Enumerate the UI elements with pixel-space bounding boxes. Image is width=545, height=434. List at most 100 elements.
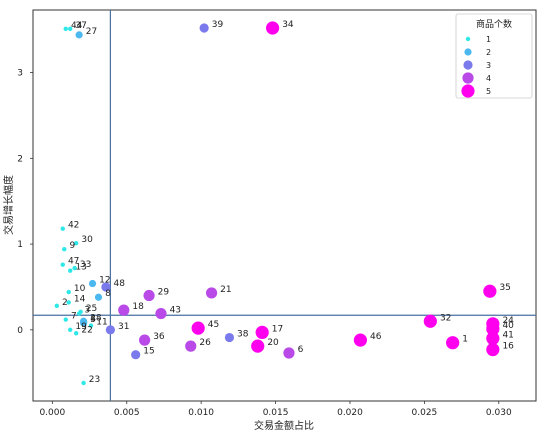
reference-lines: [33, 10, 536, 401]
point-label-9: 9: [69, 241, 75, 251]
point-label-6: 6: [298, 345, 304, 355]
data-point-35: [483, 284, 497, 298]
point-label-2: 2: [62, 298, 68, 308]
point-label-15: 15: [143, 347, 154, 357]
legend-marker-4: [462, 72, 474, 84]
legend-label-2: 2: [486, 48, 491, 57]
data-point-14: [66, 300, 71, 305]
data-point-31: [105, 325, 115, 335]
data-point-18: [118, 304, 130, 316]
x-tick-label: 0.005: [114, 408, 140, 418]
data-point-38: [224, 332, 235, 343]
point-label-23: 23: [89, 375, 100, 385]
legend-label-4: 4: [486, 74, 491, 83]
data-point-11: [88, 323, 94, 328]
legend-label-3: 3: [486, 61, 491, 70]
data-point-1: [446, 336, 460, 350]
legend-title: 商品个数: [476, 18, 512, 30]
data-point-22: [73, 331, 79, 336]
data-point-8: [94, 293, 103, 301]
point-label-11: 11: [96, 318, 107, 328]
data-point-47: [60, 262, 65, 267]
data-point-48: [101, 282, 111, 292]
point-label-27: 27: [86, 27, 97, 37]
point-label-5: 5: [90, 315, 96, 325]
point-label-21: 21: [220, 285, 231, 295]
data-point-43: [155, 307, 167, 320]
legend-label-5: 5: [486, 87, 491, 96]
y-axis-label: 交易增长幅度: [2, 175, 15, 235]
data-point-26: [185, 340, 197, 352]
point-label-36: 36: [153, 332, 165, 342]
point-labels: 1234567891011121314151617181920212223242…: [62, 20, 514, 385]
data-point-16: [486, 342, 500, 357]
point-label-20: 20: [267, 338, 279, 348]
data-point-13: [68, 268, 73, 273]
data-point-46: [353, 333, 367, 347]
legend-marker-3: [463, 60, 473, 70]
legend-entries: 1 2 3 4 5: [461, 35, 491, 98]
point-label-44: 44: [71, 21, 83, 31]
data-point-28: [79, 317, 88, 325]
x-tick-label: 0.010: [188, 408, 214, 418]
legend-marker-2: [464, 48, 472, 56]
data-point-45: [191, 321, 205, 335]
y-tick-label: 0: [17, 326, 23, 336]
y-axis-ticks: 0 1 2 3: [17, 69, 33, 336]
data-point-19: [68, 327, 73, 333]
point-label-3: 3: [84, 306, 90, 316]
point-label-16: 16: [502, 342, 514, 352]
point-label-31: 31: [118, 322, 129, 332]
point-label-22: 22: [81, 325, 92, 335]
point-label-32: 32: [440, 313, 451, 323]
data-point-25: [78, 309, 83, 315]
point-label-24: 24: [502, 316, 514, 326]
point-label-12: 12: [99, 276, 110, 286]
point-label-4: 4: [90, 314, 96, 324]
data-point-15: [131, 350, 141, 360]
point-label-18: 18: [132, 302, 144, 312]
x-tick-label: 0.015: [263, 408, 289, 418]
point-label-47: 47: [68, 257, 79, 267]
data-point-7: [63, 317, 68, 322]
data-point-20: [251, 339, 265, 353]
data-point-12: [88, 279, 97, 288]
point-label-8: 8: [105, 289, 111, 299]
data-point-36: [139, 334, 151, 346]
point-label-38: 38: [237, 330, 249, 340]
data-point-42: [60, 226, 65, 231]
x-tick-label: 0.000: [39, 408, 65, 418]
data-point-30: [73, 241, 79, 246]
data-point-29: [143, 289, 155, 302]
point-label-29: 29: [158, 288, 170, 298]
x-tick-label: 0.025: [412, 408, 438, 418]
point-label-13: 13: [75, 263, 86, 273]
data-point-41: [486, 331, 500, 346]
data-point-33: [72, 265, 77, 271]
data-point-40: [486, 322, 500, 336]
x-tick-label: 0.030: [486, 408, 512, 418]
point-label-26: 26: [199, 338, 211, 348]
plot-background: [32, 9, 537, 402]
data-point-44: [63, 26, 68, 32]
point-label-19: 19: [75, 322, 87, 332]
point-label-30: 30: [81, 235, 93, 245]
y-tick-label: 3: [17, 69, 23, 79]
data-point-2: [54, 303, 60, 309]
legend-box: [455, 13, 533, 99]
data-point-17: [255, 325, 269, 340]
point-label-33: 33: [80, 260, 91, 270]
legend: 商品个数 1 2 3 4 5: [455, 13, 533, 99]
point-label-1: 1: [462, 335, 468, 345]
point-label-14: 14: [74, 294, 86, 304]
data-point-23: [81, 380, 86, 386]
point-label-45: 45: [208, 320, 219, 330]
point-label-37: 37: [75, 21, 86, 31]
data-point-9: [62, 247, 67, 252]
legend-label-1: 1: [486, 35, 491, 44]
point-label-48: 48: [114, 279, 126, 289]
point-label-25: 25: [86, 304, 97, 314]
point-label-39: 39: [212, 20, 224, 30]
point-label-42: 42: [68, 221, 79, 231]
